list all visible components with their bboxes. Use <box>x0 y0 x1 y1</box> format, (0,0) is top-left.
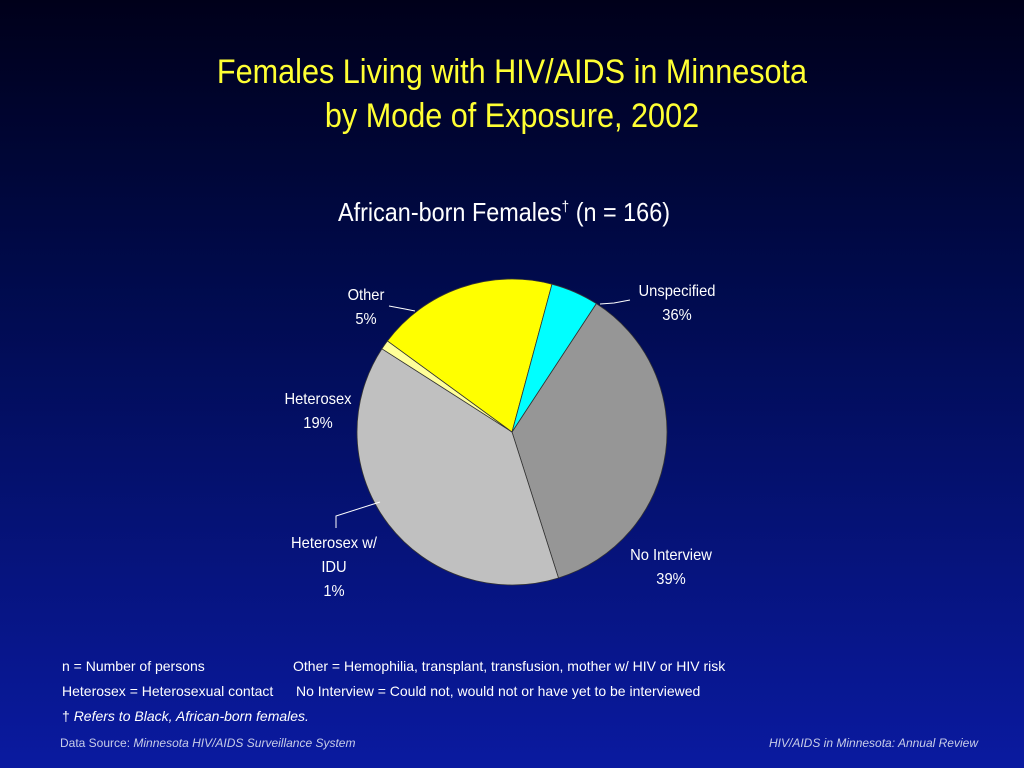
leader-line-heterosex-idu <box>335 501 381 528</box>
note-n-definition: n = Number of persons <box>62 658 205 674</box>
label-unspecified-name: Unspecified <box>638 283 716 300</box>
label-heterosex-idu-name-2: IDU <box>321 559 347 576</box>
label-heterosex-name: Heterosex <box>284 391 352 408</box>
label-no-interview: No Interview 39% <box>617 544 726 592</box>
label-heterosex-idu-value: 1% <box>323 583 345 600</box>
pie-slice-other <box>511 283 597 433</box>
label-other-value: 5% <box>355 311 377 328</box>
label-no-interview-value: 39% <box>656 571 686 588</box>
pie-slices <box>356 278 668 586</box>
leader-lines <box>335 299 631 528</box>
note-heterosex-definition: Heterosex = Heterosexual contact <box>62 683 274 699</box>
subtitle-main: African-born Females <box>337 197 562 227</box>
pie-slice-no-interview <box>356 348 559 586</box>
label-unspecified: Unspecified 36% <box>625 280 730 328</box>
data-source-name: Minnesota HIV/AIDS Surveillance System <box>133 736 356 750</box>
label-heterosex-value: 19% <box>303 415 333 432</box>
label-heterosex: Heterosex 19% <box>274 388 362 436</box>
label-unspecified-value: 36% <box>662 307 692 324</box>
pie-slice-heterosex <box>386 278 553 433</box>
label-heterosex-idu: Heterosex w/ IDU 1% <box>279 532 389 604</box>
label-other-name: Other <box>347 287 385 304</box>
footer-publication: HIV/AIDS in Minnesota: Annual Review <box>769 736 978 750</box>
dagger-mark: † <box>561 198 570 216</box>
chart-subtitle: African-born Females† (n = 166) <box>50 197 957 228</box>
data-source-label: Data Source: <box>60 736 131 750</box>
leader-line-unspecified <box>599 299 631 305</box>
dagger-text: Refers to Black, African-born females. <box>73 708 309 724</box>
title-line-2: by Mode of Exposure, 2002 <box>324 97 700 135</box>
leader-line-other <box>388 305 416 312</box>
data-source: Data Source: Minnesota HIV/AIDS Surveill… <box>60 736 355 750</box>
note-no-interview-definition: No Interview = Could not, would not or h… <box>296 683 701 699</box>
title-line-1: Females Living with HIV/AIDS in Minnesot… <box>216 53 808 91</box>
subtitle-n: (n = 166) <box>569 197 671 227</box>
pie-slice-unspecified <box>511 303 668 579</box>
note-other-definition: Other = Hemophilia, transplant, transfus… <box>293 658 726 674</box>
slide-title: Females Living with HIV/AIDS in Minnesot… <box>51 50 973 138</box>
dagger-symbol: † <box>62 708 70 724</box>
label-no-interview-name: No Interview <box>630 547 712 564</box>
label-other: Other 5% <box>335 284 398 332</box>
label-heterosex-idu-name-1: Heterosex w/ <box>291 535 377 552</box>
footer-publication-name: HIV/AIDS in Minnesota: Annual Review <box>769 736 978 750</box>
note-dagger: † Refers to Black, African-born females. <box>62 707 309 725</box>
